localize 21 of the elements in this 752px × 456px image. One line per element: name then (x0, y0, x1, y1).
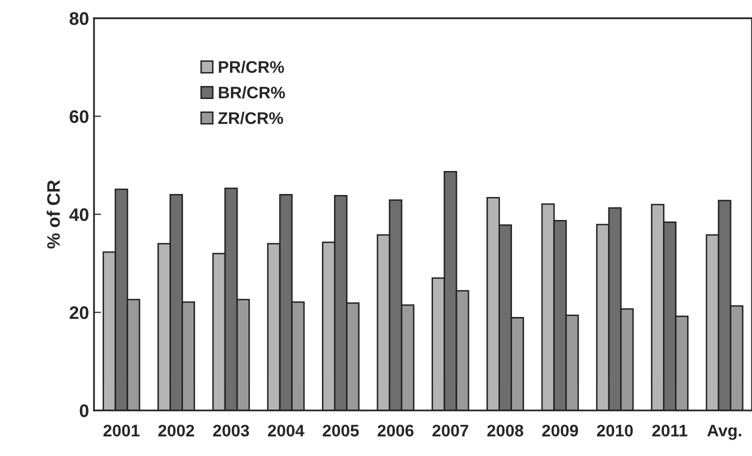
x-tick-label: 2001 (103, 424, 140, 437)
x-tick-label: 2005 (322, 424, 359, 437)
legend-label: BR/CR% (218, 86, 285, 99)
y-tick-label: 60 (70, 110, 88, 123)
x-tick-label: 2007 (432, 424, 468, 437)
x-tick-label: 2003 (213, 424, 250, 437)
y-tick-label: 0 (80, 404, 88, 418)
y-tick-label: 40 (69, 208, 88, 222)
x-tick-label: 2009 (542, 424, 578, 437)
y-tick-label: 20 (70, 306, 88, 320)
x-tick-label: 2004 (268, 424, 304, 437)
x-tick-label: 2010 (596, 424, 633, 437)
x-tick-label: 2002 (158, 424, 194, 437)
x-tick-label: 2011 (652, 424, 688, 437)
legend-label: PR/CR% (218, 60, 284, 74)
x-tick-label: 2006 (378, 424, 414, 437)
legend-label: ZR/CR% (218, 112, 284, 124)
x-tick-label: 2008 (487, 424, 524, 437)
x-tick-label: Avg. (707, 424, 742, 440)
y-axis-title: % of CR (46, 180, 60, 248)
y-tick-label: 80 (70, 12, 88, 25)
